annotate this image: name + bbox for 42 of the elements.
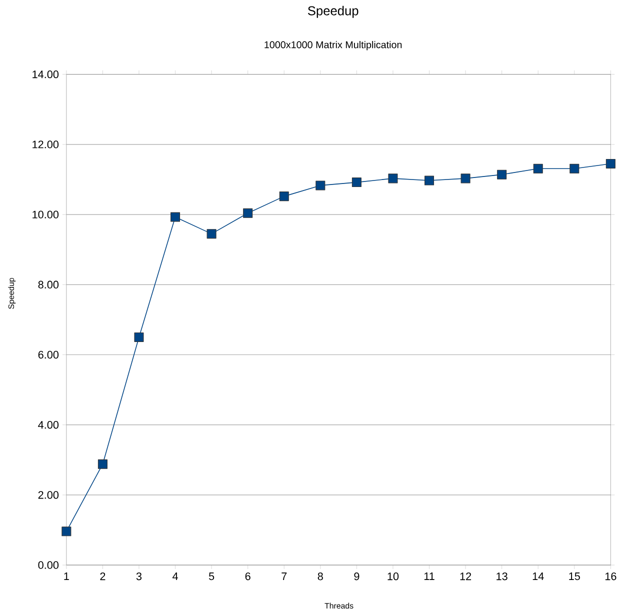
- x-tick-label: 16: [605, 572, 616, 580]
- point: [352, 178, 362, 188]
- point: [533, 164, 543, 174]
- point: [170, 212, 180, 222]
- x-tick-label: 3: [136, 572, 142, 580]
- point: [497, 170, 507, 180]
- x-tick-label: 8: [318, 572, 323, 580]
- point: [243, 208, 253, 218]
- x-tick-label: 12: [460, 572, 472, 580]
- x-tick-label: 1: [64, 572, 69, 580]
- x-tick-label: 10: [388, 572, 399, 580]
- x-tick-label: 4: [172, 572, 178, 580]
- y-tick-label: 8.00: [38, 280, 59, 289]
- point: [570, 164, 580, 174]
- y-tick-label: 0.00: [38, 561, 59, 570]
- point: [279, 192, 289, 202]
- x-tick-label: 7: [282, 572, 287, 580]
- chart-subtitle: 1000x1000 Matrix Multiplication: [264, 41, 402, 50]
- y-tick-label: 6.00: [38, 351, 59, 359]
- chart-title: Speedup: [308, 6, 358, 18]
- y-tick-label: 14.00: [32, 70, 59, 78]
- x-tick-label: 13: [496, 572, 508, 580]
- x-tick-label: 11: [424, 572, 434, 580]
- point: [98, 460, 108, 470]
- x-tick-label: 5: [208, 572, 214, 580]
- x-tick-label: 6: [245, 572, 250, 580]
- point: [62, 526, 72, 536]
- point: [606, 159, 616, 169]
- x-tick-label: 14: [532, 572, 544, 580]
- point: [424, 176, 434, 186]
- y-tick-label: 4.00: [38, 421, 59, 429]
- x-tick-label: 9: [354, 572, 360, 580]
- x-tick-label: 2: [100, 572, 106, 580]
- x-tick-label: 15: [569, 572, 580, 580]
- point: [460, 174, 470, 184]
- point: [134, 332, 144, 342]
- y-tick-label: 2.00: [38, 491, 59, 499]
- point: [206, 229, 216, 239]
- point: [316, 180, 326, 190]
- point: [388, 174, 398, 184]
- y-tick-label: 10.00: [32, 210, 59, 219]
- y-tick-label: 12.00: [32, 140, 59, 148]
